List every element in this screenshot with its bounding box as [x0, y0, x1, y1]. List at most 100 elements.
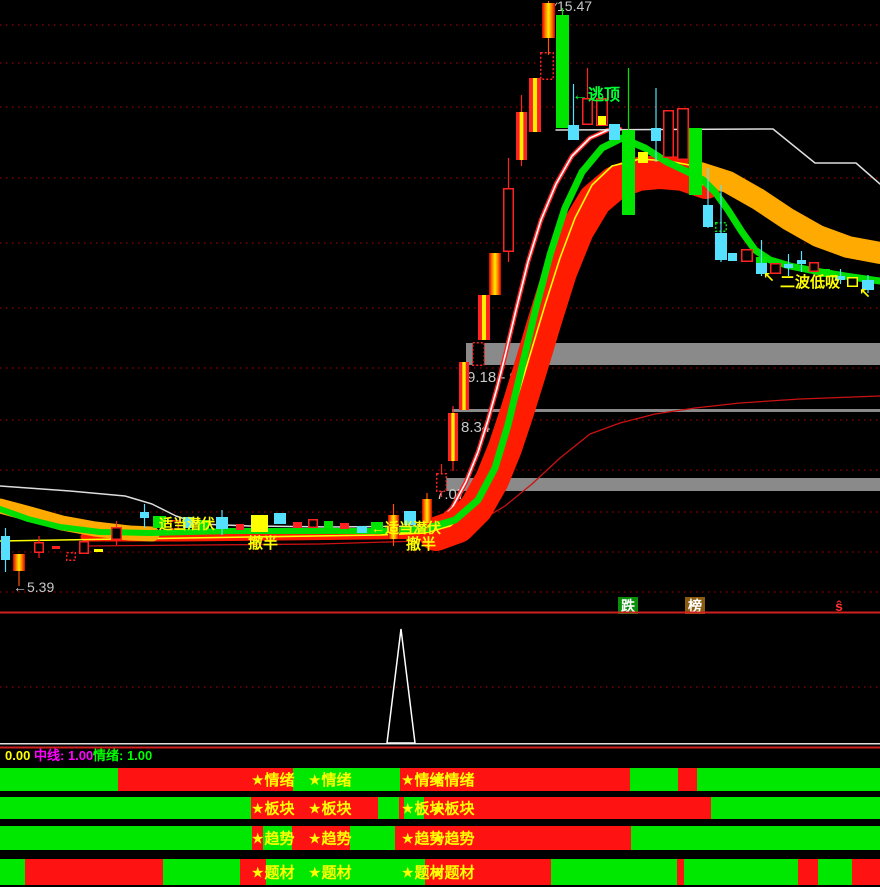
- candle: [489, 253, 501, 295]
- ribbon-segment: [240, 859, 266, 885]
- candle: [622, 68, 635, 215]
- status-value: 中线: 1.00: [34, 748, 93, 763]
- candle: [34, 536, 44, 558]
- indicator-lines: [0, 2, 880, 551]
- candle: [79, 541, 89, 554]
- svg-text:跌: 跌: [621, 598, 636, 614]
- candle: [251, 515, 268, 532]
- ribbon-segment: [395, 826, 631, 850]
- panel-divider: [0, 743, 880, 745]
- ribbon-segment: [630, 768, 678, 791]
- ribbon-segment: [818, 859, 852, 885]
- green-ma-left-line: [0, 506, 431, 536]
- ribbon-segment: [378, 797, 399, 819]
- candle: [756, 240, 767, 276]
- candle: [66, 552, 76, 561]
- chart-annotation: ↖: [763, 269, 775, 285]
- candle: [478, 295, 490, 340]
- chart-annotation: 撤半: [248, 534, 278, 552]
- candle: [308, 519, 318, 528]
- candle: [770, 263, 781, 274]
- ribbon-label: ★情绪: [431, 771, 474, 789]
- ribbon-segment: [25, 859, 163, 885]
- signal-spike-triangle: [386, 628, 416, 744]
- gray-supply-bands: [440, 343, 880, 491]
- candle: [340, 523, 349, 529]
- ribbon-segment: [425, 859, 551, 885]
- candle: [94, 549, 103, 552]
- ribbon-segment: [711, 797, 880, 819]
- candle: [52, 546, 60, 549]
- candle: [153, 516, 166, 528]
- candle: [459, 362, 469, 410]
- signal-ribbon-row: ★情绪 ★情绪 ★情绪★情绪: [0, 768, 880, 791]
- ribbon-segment: [424, 797, 711, 819]
- candle: [293, 522, 302, 528]
- candle: [140, 504, 149, 528]
- ribbon-segment: [252, 826, 263, 850]
- ribbon-label: ★题材: [431, 864, 474, 882]
- panel-divider: [0, 611, 880, 614]
- candle: [809, 262, 819, 272]
- ribbon-label: ★题材: [401, 864, 444, 882]
- ribbon-label: ★趋势: [431, 830, 474, 848]
- chart-annotation: 二波低吸: [780, 273, 841, 291]
- ribbon-segment: [350, 826, 395, 850]
- candle: [529, 78, 541, 132]
- candle: [542, 1, 555, 55]
- chart-annotation: 适当潜伏: [159, 516, 215, 532]
- chart-badge-button[interactable]: 跌: [618, 597, 638, 614]
- candle: [404, 511, 416, 525]
- ribbon-segment: [631, 826, 880, 850]
- ribbon-label: ★板块: [251, 800, 295, 818]
- ribbon-label: ★趋势: [308, 830, 351, 848]
- candle: [13, 554, 25, 586]
- ribbon-label: ★趋势: [251, 830, 294, 848]
- ribbon-label: ★题材: [251, 864, 294, 882]
- candle: [703, 168, 713, 228]
- ribbon-segment: [399, 797, 404, 819]
- chart-badge-button[interactable]: 榜: [685, 597, 705, 614]
- candle: [170, 520, 179, 530]
- candle: [638, 152, 648, 163]
- ribbon-segment: [263, 826, 292, 850]
- ribbon-label: ★板块: [308, 800, 352, 818]
- candle: [598, 116, 606, 125]
- ribbon-segment: [684, 859, 798, 885]
- svg-text:榜: 榜: [688, 598, 702, 614]
- ribbon-label: ★题材: [308, 864, 351, 882]
- slow-red-ma-line: [84, 395, 880, 547]
- supply-zone-band: [452, 409, 880, 412]
- candle: [728, 253, 737, 261]
- candle: [183, 517, 194, 528]
- ribbon-label: ★趋势: [401, 830, 444, 848]
- ribbon-segment: [266, 859, 425, 885]
- candle: [689, 128, 702, 195]
- candle: [448, 406, 458, 471]
- ribbon-segment: [404, 797, 424, 819]
- ribbon-segment: [697, 768, 880, 791]
- status-value: 情绪: 1.00: [93, 748, 152, 763]
- ribbon-segment: [0, 768, 118, 791]
- candle: [582, 68, 593, 125]
- candle: [836, 269, 845, 284]
- candle: [371, 522, 383, 533]
- green-ma-curve-line: [424, 134, 880, 532]
- candle: [568, 84, 579, 140]
- chart-annotation: ←适当潜伏: [371, 520, 441, 536]
- ribbon-segment: [798, 859, 818, 885]
- ribbon-segment: [251, 797, 378, 819]
- candle: [556, 8, 569, 128]
- candle: [663, 110, 674, 158]
- ribbon-label: ★情绪: [251, 771, 294, 789]
- chart-badge-button[interactable]: ŝ: [835, 598, 843, 614]
- ribbon-segment: [0, 859, 25, 885]
- status-value: 0.00: [5, 748, 30, 763]
- fast-ma-core-line: [435, 128, 621, 525]
- candle: [503, 158, 514, 262]
- candle: [784, 254, 793, 276]
- candle: [111, 521, 122, 545]
